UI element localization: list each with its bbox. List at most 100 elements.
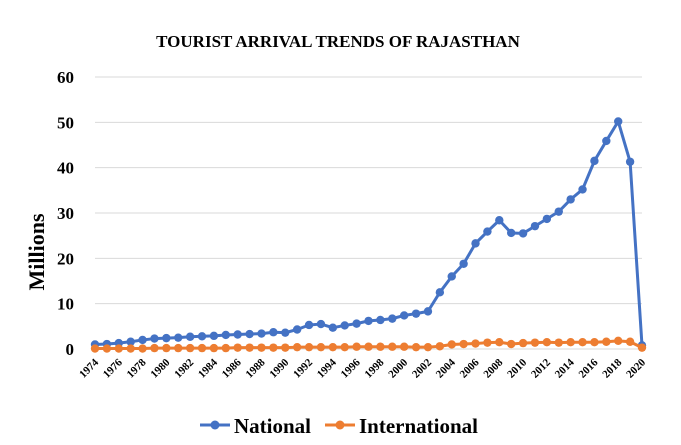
data-point xyxy=(495,338,504,347)
data-point xyxy=(578,185,587,194)
chart-title: TOURIST ARRIVAL TRENDS OF RAJASTHAN xyxy=(156,32,520,51)
data-point xyxy=(518,229,528,238)
data-point xyxy=(245,329,254,339)
y-tick-label: 20 xyxy=(57,249,74,268)
y-axis-ticks: 0 10 20 30 40 50 60 xyxy=(57,68,74,359)
data-point xyxy=(209,343,219,353)
y-tick-label: 60 xyxy=(57,68,74,87)
data-point xyxy=(269,328,278,337)
data-point xyxy=(554,207,563,216)
data-point xyxy=(447,340,456,349)
data-point xyxy=(614,117,623,126)
data-point xyxy=(316,319,326,329)
data-point xyxy=(114,344,123,353)
data-point xyxy=(126,337,135,346)
data-point xyxy=(352,319,361,328)
data-point xyxy=(209,331,219,341)
data-point xyxy=(423,342,433,352)
data-point xyxy=(257,343,266,352)
x-tick-label: 1982 xyxy=(172,356,196,380)
x-tick-label: 1988 xyxy=(244,356,268,380)
data-point xyxy=(304,320,314,330)
series-international xyxy=(90,336,647,353)
x-tick-label: 2002 xyxy=(410,356,434,380)
legend-label: National xyxy=(234,414,311,438)
x-tick-label: 1990 xyxy=(267,356,291,380)
data-point xyxy=(340,321,349,330)
legend-swatch-marker xyxy=(335,420,345,430)
data-point xyxy=(352,342,361,351)
x-tick-label: 2010 xyxy=(505,356,529,380)
series-line xyxy=(94,119,644,346)
data-point xyxy=(304,342,314,352)
data-point xyxy=(471,339,480,348)
data-point xyxy=(281,328,290,337)
legend-label: International xyxy=(359,414,478,438)
series-national xyxy=(90,117,647,350)
data-point xyxy=(447,272,456,281)
data-point xyxy=(625,337,635,346)
data-point xyxy=(411,309,421,318)
data-point xyxy=(495,216,504,225)
data-point xyxy=(269,343,278,352)
data-point xyxy=(423,307,433,316)
data-point xyxy=(506,228,516,238)
y-tick-label: 40 xyxy=(57,159,74,178)
data-point xyxy=(411,342,421,352)
data-point xyxy=(281,343,290,352)
data-point xyxy=(138,344,147,353)
data-point xyxy=(578,338,587,347)
data-point xyxy=(483,227,492,236)
data-point xyxy=(138,335,147,345)
data-point xyxy=(530,221,540,231)
data-point xyxy=(328,323,338,332)
data-point xyxy=(364,342,373,351)
x-tick-label: 1998 xyxy=(362,356,386,380)
data-point xyxy=(150,334,159,343)
legend-swatch-marker xyxy=(210,420,220,430)
data-point xyxy=(435,342,445,351)
data-point xyxy=(602,337,611,346)
y-tick-label: 50 xyxy=(57,113,74,132)
data-point xyxy=(554,338,563,347)
data-point xyxy=(221,343,231,353)
data-point xyxy=(590,338,599,347)
data-point xyxy=(518,338,528,348)
data-point xyxy=(185,332,195,341)
series-layer xyxy=(90,117,647,353)
x-tick-label: 1996 xyxy=(339,356,363,380)
x-tick-label: 2016 xyxy=(577,356,601,380)
data-point xyxy=(150,343,159,353)
x-tick-label: 2018 xyxy=(600,356,624,380)
data-point xyxy=(340,342,349,352)
data-point xyxy=(233,330,242,339)
data-point xyxy=(459,339,468,349)
x-tick-label: 2014 xyxy=(553,356,577,380)
data-point xyxy=(483,338,492,347)
x-tick-label: 2020 xyxy=(624,356,648,380)
data-point xyxy=(542,214,552,224)
data-point xyxy=(566,195,575,204)
data-point xyxy=(174,343,183,353)
data-point xyxy=(185,343,195,353)
data-point xyxy=(174,333,183,342)
data-point xyxy=(602,136,611,146)
legend-item-national: National xyxy=(200,414,311,438)
data-point xyxy=(614,336,623,346)
data-point xyxy=(328,342,338,352)
data-point xyxy=(197,343,207,353)
x-tick-label: 1986 xyxy=(220,356,244,380)
data-point xyxy=(162,343,171,353)
data-point xyxy=(126,344,135,353)
x-tick-label: 2006 xyxy=(458,356,482,380)
x-tick-label: 1984 xyxy=(196,356,220,380)
x-axis-ticks: 1974 1976 1978 1980 1982 1984 1986 1988 1990 1992… xyxy=(77,356,648,380)
data-point xyxy=(388,342,397,351)
data-point xyxy=(530,338,540,347)
data-point xyxy=(566,338,575,347)
data-point xyxy=(245,343,254,352)
data-point xyxy=(292,325,302,334)
x-tick-label: 2000 xyxy=(386,356,410,380)
data-point xyxy=(388,314,397,323)
